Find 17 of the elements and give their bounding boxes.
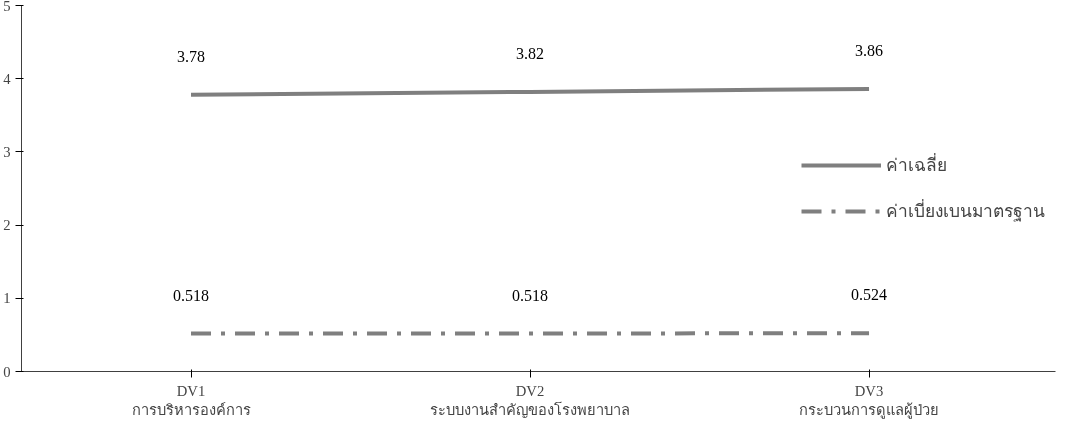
- y-tick-label: 5: [3, 0, 11, 14]
- y-tick-label: 2: [3, 217, 11, 234]
- y-tick-label: 3: [3, 143, 11, 160]
- y-tick-label: 0: [3, 363, 11, 380]
- x-tick-label: DV3 กระบวนการดูแลผู้ป่วย: [799, 382, 940, 419]
- data-label: 3.82: [516, 44, 545, 62]
- data-label: 0.518: [173, 286, 210, 304]
- y-tick-label: 4: [3, 70, 12, 87]
- x-tick-label: DV1 การบริหารองค์การ: [131, 382, 251, 418]
- data-label: 3.78: [177, 47, 206, 65]
- legend-label: ค่าเบี่ยงเบนมาตรฐาน: [886, 198, 1045, 224]
- data-label: 3.86: [855, 42, 884, 60]
- data-label: 0.524: [851, 286, 888, 304]
- data-label: 0.518: [512, 286, 549, 304]
- legend-label: ค่าเฉลี่ย: [886, 152, 947, 177]
- x-tick-label: DV2 ระบบงานสำคัญของโรงพยาบาล: [430, 382, 631, 418]
- y-tick-label: 1: [3, 290, 11, 307]
